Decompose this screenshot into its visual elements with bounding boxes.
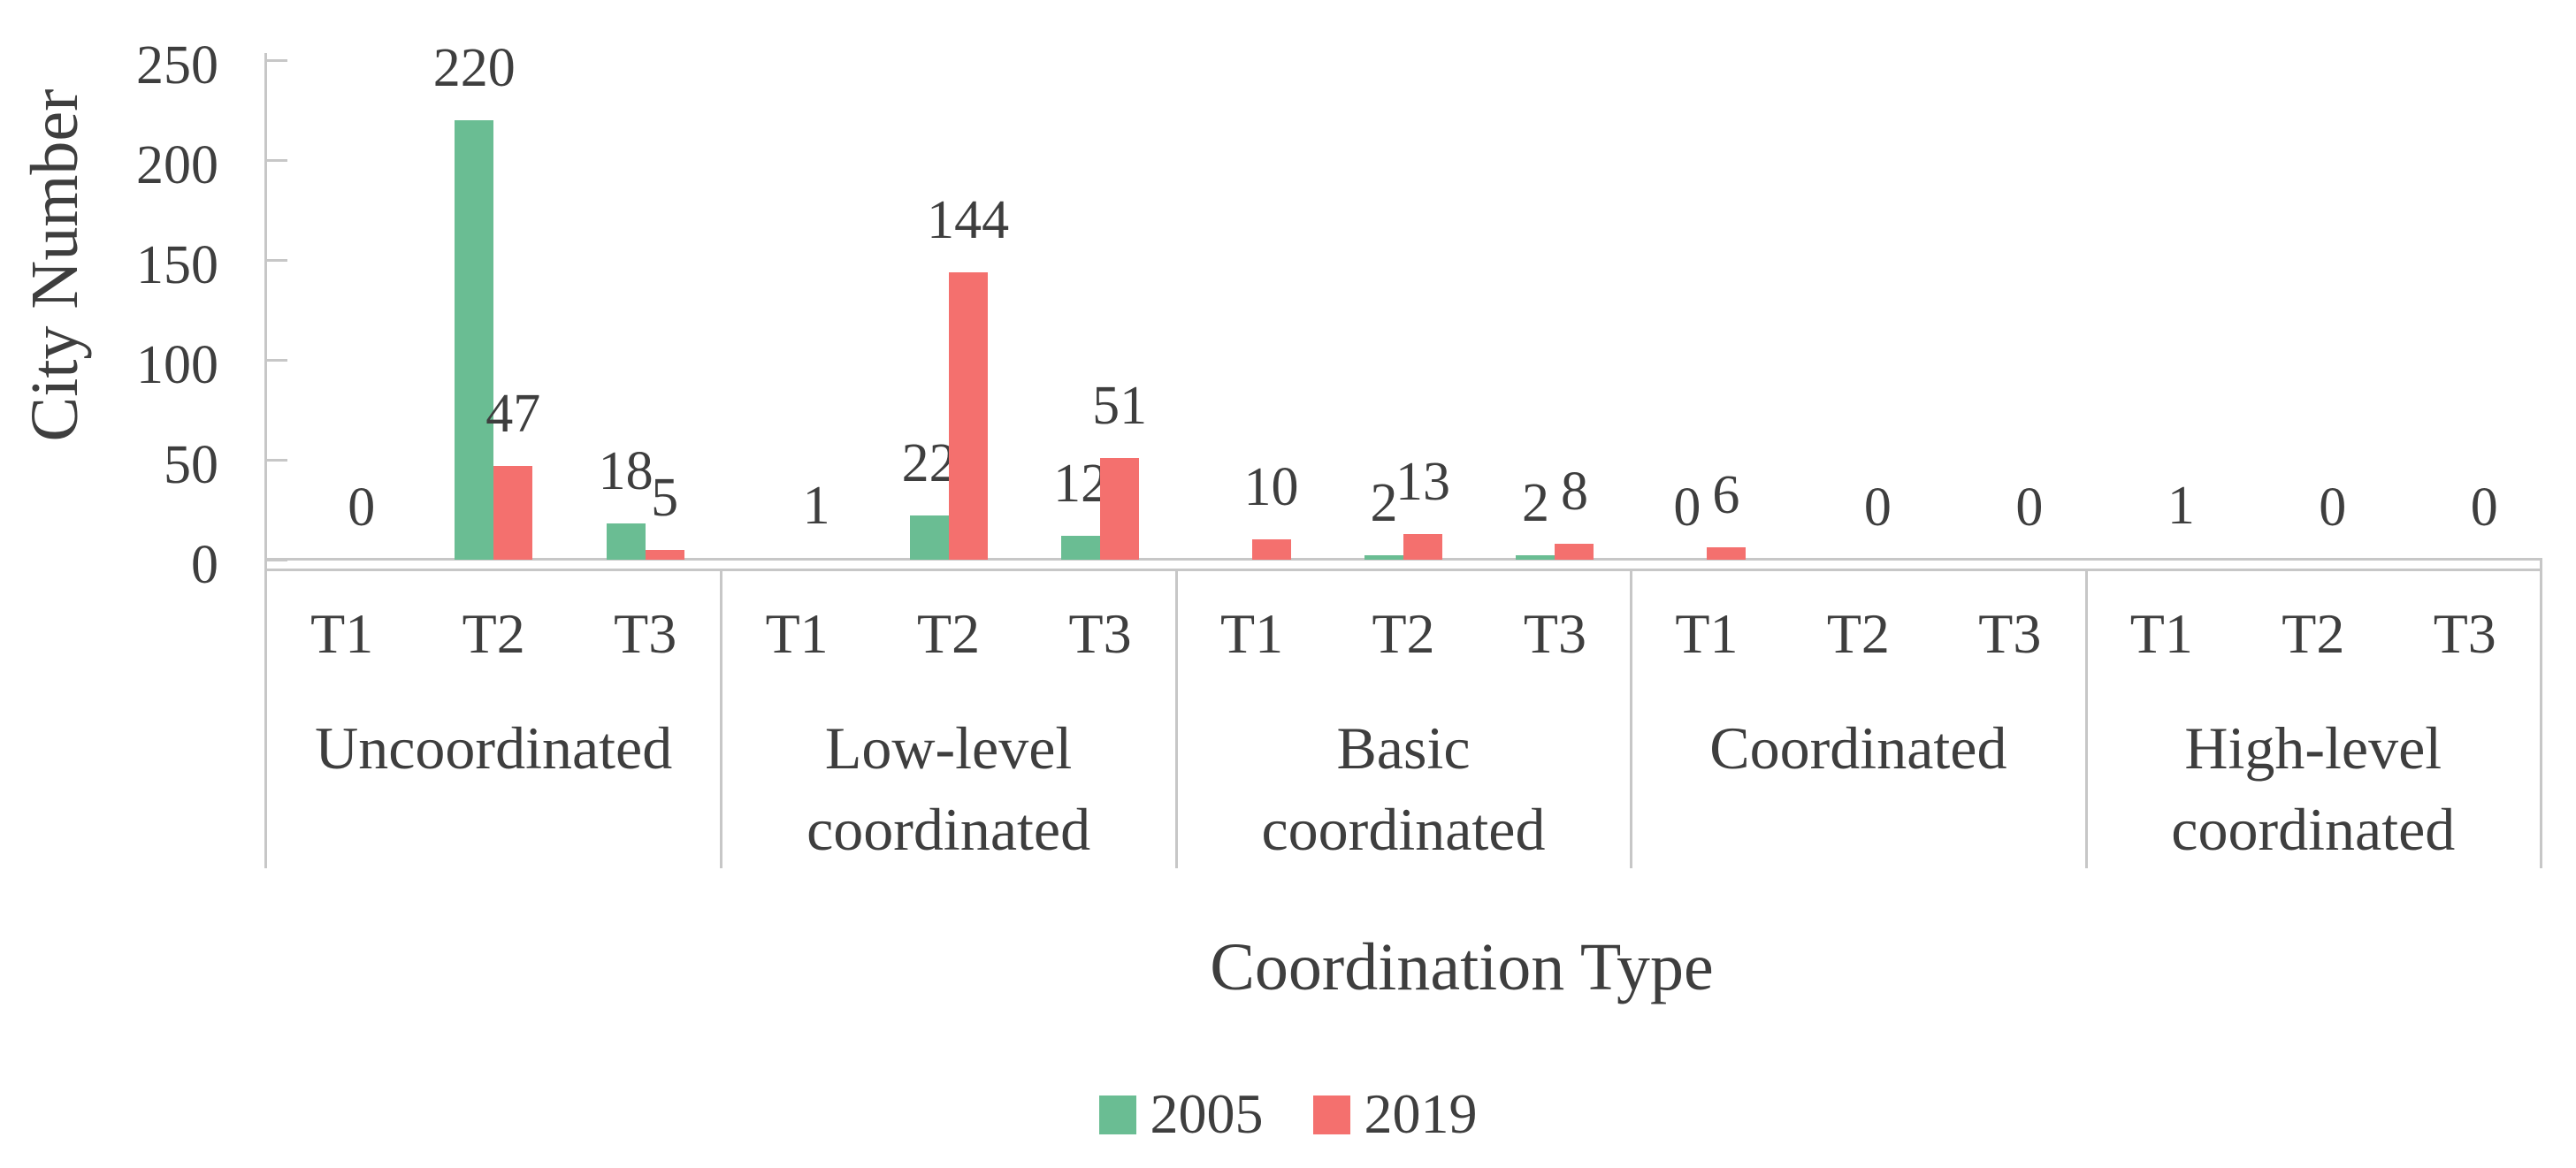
y-tick-label: 100 bbox=[136, 335, 218, 395]
y-axis-line bbox=[264, 53, 267, 868]
y-tick-label: 150 bbox=[136, 235, 218, 295]
bar-2005-Basic-coordinated-T3 bbox=[1516, 555, 1556, 560]
bar-2019-Basic-coordinated-T3 bbox=[1555, 543, 1594, 560]
bar-2019-Coordinated-T1 bbox=[1706, 547, 1746, 560]
bar-2019-Basic-coordinated-T1 bbox=[1251, 539, 1291, 560]
data-label-2019-Basic-coordinated-T2: 13 bbox=[1395, 451, 1450, 512]
bar-2005-Uncoordinated-T2 bbox=[455, 119, 494, 560]
category-label-Basic-coordinated-T2: T2 bbox=[1372, 602, 1435, 665]
y-tick-mark bbox=[266, 359, 287, 362]
category-label-Basic-coordinated-T1: T1 bbox=[1219, 602, 1284, 665]
data-label-2019-Coordinated-T1: 6 bbox=[1712, 465, 1740, 526]
category-label-Low-level-coordinated-T3: T3 bbox=[1068, 602, 1132, 665]
legend-label-2019: 2019 bbox=[1364, 1082, 1478, 1145]
category-label-High-level-coordinated-T2: T2 bbox=[2282, 602, 2345, 665]
bar-2019-Uncoordinated-T2 bbox=[493, 465, 533, 560]
data-label-2019-Uncoordinated-T3: 5 bbox=[651, 467, 679, 528]
y-tick-label: 0 bbox=[191, 535, 218, 595]
legend-item-2019: 2019 bbox=[1312, 1082, 1478, 1145]
bar-2005-Low-level-coordinated-T3 bbox=[1061, 535, 1101, 560]
data-label-2019-Uncoordinated-T2: 47 bbox=[485, 383, 541, 444]
category-label-Coordinated-T1: T1 bbox=[1675, 602, 1739, 665]
category-label-Basic-coordinated-T3: T3 bbox=[1523, 602, 1586, 665]
category-table-right-border bbox=[2540, 558, 2542, 868]
category-table-top-line bbox=[264, 569, 2542, 571]
bar-2019-Low-level-coordinated-T3 bbox=[1100, 457, 1140, 560]
group-separator-line bbox=[2084, 569, 2088, 868]
y-tick-label: 250 bbox=[136, 35, 218, 95]
y-tick-mark bbox=[266, 259, 287, 262]
category-label-Uncoordinated-T2: T2 bbox=[462, 602, 525, 665]
data-label-2019-Uncoordinated-T1: 0 bbox=[348, 477, 376, 538]
data-label-2019-High-level-coordinated-T2: 0 bbox=[2319, 477, 2347, 538]
category-label-Coordinated-T3: T3 bbox=[1978, 602, 2042, 665]
bar-2019-Basic-coordinated-T2 bbox=[1403, 533, 1442, 560]
data-label-2019-Coordinated-T3: 0 bbox=[2015, 477, 2044, 538]
group-separator-line bbox=[1174, 569, 1178, 868]
group-label-Low-level-coordinated: Low-level coordinated bbox=[806, 714, 1091, 863]
bar-2019-Uncoordinated-T3 bbox=[645, 549, 684, 560]
category-label-High-level-coordinated-T1: T1 bbox=[2129, 602, 2193, 665]
group-label-Uncoordinated: Uncoordinated bbox=[315, 714, 673, 782]
data-label-2019-High-level-coordinated-T3: 0 bbox=[2470, 477, 2498, 538]
x-axis-title: Coordination Type bbox=[1210, 930, 1714, 1004]
data-label-2005-Uncoordinated-T2: 220 bbox=[432, 37, 516, 98]
legend-swatch-2019 bbox=[1312, 1095, 1350, 1134]
data-label-2019-Coordinated-T2: 0 bbox=[1863, 477, 1892, 538]
data-label-2019-Low-level-coordinated-T2: 144 bbox=[927, 189, 1010, 250]
y-tick-mark bbox=[266, 59, 287, 62]
y-tick-label: 50 bbox=[164, 435, 218, 495]
data-label-2019-Basic-coordinated-T1: 10 bbox=[1243, 457, 1299, 518]
data-label-2019-Low-level-coordinated-T3: 51 bbox=[1092, 375, 1148, 436]
data-label-2005-Uncoordinated-T3: 18 bbox=[598, 441, 654, 502]
category-label-Coordinated-T2: T2 bbox=[1826, 602, 1890, 665]
data-label-2019-Basic-coordinated-T3: 8 bbox=[1560, 461, 1588, 522]
group-separator-line bbox=[720, 569, 723, 868]
legend-label-2005: 2005 bbox=[1150, 1082, 1264, 1145]
data-label-2005-Basic-coordinated-T3: 2 bbox=[1521, 473, 1549, 534]
data-label-2005-Low-level-coordinated-T3: 12 bbox=[1053, 453, 1109, 514]
data-label-2005-Basic-coordinated-T2: 2 bbox=[1370, 473, 1398, 534]
category-label-Uncoordinated-T3: T3 bbox=[614, 602, 677, 665]
legend-swatch-2005 bbox=[1098, 1095, 1136, 1134]
legend: 2005 2019 bbox=[0, 1086, 2576, 1142]
data-label-2005-Low-level-coordinated-T2: 22 bbox=[901, 433, 957, 494]
group-label-Coordinated: Coordinated bbox=[1709, 714, 2007, 782]
data-label-2005-Coordinated-T1: 0 bbox=[1673, 477, 1701, 538]
y-tick-label: 200 bbox=[136, 135, 218, 195]
group-separator-line bbox=[1630, 569, 1633, 868]
category-label-Uncoordinated-T1: T1 bbox=[310, 602, 374, 665]
bar-2005-Uncoordinated-T3 bbox=[606, 523, 646, 560]
y-tick-mark bbox=[266, 459, 287, 462]
group-label-Basic-coordinated: Basic coordinated bbox=[1261, 714, 1546, 863]
group-label-High-level-coordinated: High-level coordinated bbox=[2171, 714, 2456, 863]
category-label-Low-level-coordinated-T1: T1 bbox=[765, 602, 829, 665]
bar-2005-Basic-coordinated-T2 bbox=[1364, 555, 1403, 560]
category-label-Low-level-coordinated-T2: T2 bbox=[917, 602, 981, 665]
bar-2005-Low-level-coordinated-T2 bbox=[909, 515, 949, 560]
y-tick-mark bbox=[266, 159, 287, 162]
bar-2019-Low-level-coordinated-T2 bbox=[948, 271, 988, 560]
legend-item-2005: 2005 bbox=[1098, 1082, 1264, 1145]
data-label-2019-High-level-coordinated-T1: 1 bbox=[2167, 475, 2195, 536]
category-label-High-level-coordinated-T3: T3 bbox=[2433, 602, 2496, 665]
data-label-2019-Low-level-coordinated-T1: 1 bbox=[802, 475, 830, 536]
